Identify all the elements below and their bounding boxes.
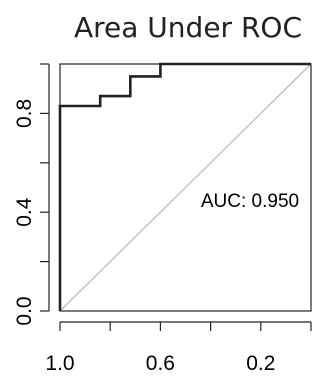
roc-curve-line-0 [58, 62, 311, 311]
x-tick-label-0: 1.0 [45, 352, 74, 375]
y-tick-label-0: 0.0 [13, 296, 36, 325]
y-tick-label-4: 0.8 [13, 99, 36, 128]
x-tick-label-4: 0.2 [246, 352, 275, 375]
plot-area: 1.0 0.6 0.2 0.0 0.4 0.8 [13, 62, 312, 375]
auc-annotation: AUC: 0.950 [201, 191, 299, 212]
reference-diagonal-line [59, 63, 312, 312]
chart-title: Area Under ROC [74, 11, 302, 44]
y-tick-label-2: 0.4 [13, 197, 36, 227]
x-tick-label-2: 0.6 [146, 352, 175, 375]
